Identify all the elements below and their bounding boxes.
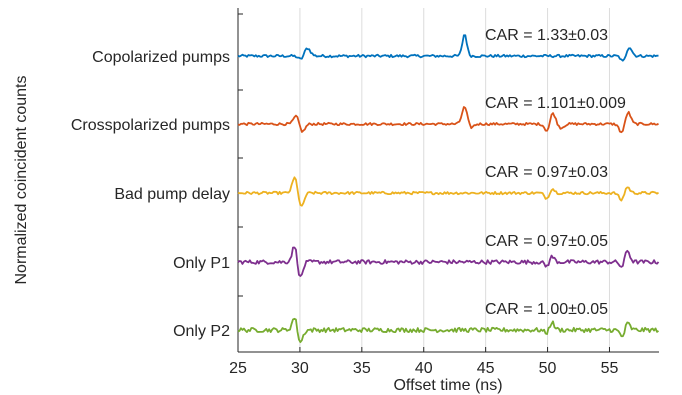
row-label: Copolarized pumps bbox=[92, 49, 230, 66]
trace-bad-pump-delay bbox=[237, 176, 660, 207]
car-labels: CAR = 1.33±0.03 CAR = 1.101±0.009 CAR = 0.… bbox=[485, 27, 626, 318]
trace-copolarized-pumps bbox=[237, 34, 659, 62]
car-label: CAR = 0.97±0.05 bbox=[485, 233, 608, 250]
trace-only-p2 bbox=[237, 317, 660, 344]
car-label: CAR = 1.33±0.03 bbox=[485, 27, 608, 44]
y-axis-title: Normalized coincident counts bbox=[13, 76, 30, 285]
row-labels: Copolarized pumps Crosspolarized pumps Bad… bbox=[71, 49, 230, 340]
trace-only-p1 bbox=[237, 246, 660, 277]
row-label: Crosspolarized pumps bbox=[71, 117, 230, 134]
car-label: CAR = 1.101±0.009 bbox=[485, 95, 626, 112]
trace-crosspolarized-pumps bbox=[237, 106, 659, 134]
car-label: CAR = 1.00±0.05 bbox=[485, 301, 608, 318]
grid bbox=[237, 8, 610, 352]
row-label: Bad pump delay bbox=[114, 186, 230, 203]
x-tick-label: 35 bbox=[353, 360, 371, 377]
x-tick-label: 40 bbox=[415, 360, 433, 377]
x-tick-label: 25 bbox=[229, 360, 247, 377]
axes bbox=[237, 8, 659, 353]
row-label: Only P2 bbox=[173, 323, 230, 340]
x-tick-label: 45 bbox=[477, 360, 495, 377]
x-tick-label: 30 bbox=[291, 360, 309, 377]
x-axis-title: Offset time (ns) bbox=[393, 377, 502, 394]
traces bbox=[237, 34, 660, 344]
x-tick-label: 55 bbox=[601, 360, 619, 377]
row-label: Only P1 bbox=[173, 255, 230, 272]
x-tick-label: 50 bbox=[539, 360, 557, 377]
car-label: CAR = 0.97±0.03 bbox=[485, 164, 608, 181]
x-ticks: 25 30 35 40 45 50 55 bbox=[229, 347, 618, 377]
